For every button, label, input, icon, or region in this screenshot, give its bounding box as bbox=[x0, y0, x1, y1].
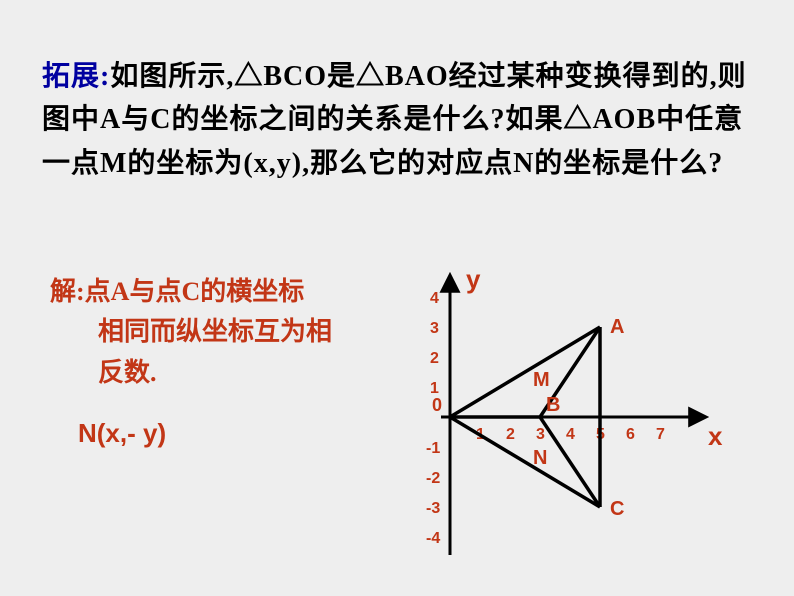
svg-text:C: C bbox=[610, 498, 624, 520]
svg-text:2: 2 bbox=[506, 426, 515, 443]
solution-line-1: 解:点A与点C的横坐标 bbox=[50, 272, 380, 312]
svg-text:M: M bbox=[533, 369, 550, 391]
problem-text: 拓展:如图所示,△BCO是△BAO经过某种变换得到的,则图中A与C的坐标之间的关… bbox=[42, 55, 754, 185]
solution-line-3: 反数. bbox=[50, 353, 380, 393]
svg-text:-3: -3 bbox=[426, 500, 440, 517]
solution-block: 解:点A与点C的横坐标 相同而纵坐标互为相 反数. N(x,- y) bbox=[50, 272, 380, 453]
svg-text:N: N bbox=[533, 447, 547, 469]
svg-text:1: 1 bbox=[430, 380, 439, 397]
svg-text:x: x bbox=[708, 421, 723, 451]
svg-text:-2: -2 bbox=[426, 470, 440, 487]
problem-body: 如图所示,△BCO是△BAO经过某种变换得到的,则图中A与C的坐标之间的关系是什… bbox=[42, 61, 747, 179]
svg-text:B: B bbox=[546, 394, 560, 416]
svg-text:4: 4 bbox=[430, 290, 439, 307]
svg-text:6: 6 bbox=[626, 426, 635, 443]
svg-text:3: 3 bbox=[430, 320, 439, 337]
svg-text:-4: -4 bbox=[426, 530, 440, 547]
coordinate-diagram: xy012345671234-1-2-3-4ABCMN bbox=[395, 252, 775, 582]
problem-tag: 拓展: bbox=[42, 61, 110, 92]
svg-text:y: y bbox=[466, 264, 481, 294]
solution-answer: N(x,- y) bbox=[50, 413, 380, 453]
svg-text:4: 4 bbox=[566, 426, 575, 443]
svg-text:-1: -1 bbox=[426, 440, 440, 457]
svg-text:A: A bbox=[610, 316, 624, 338]
svg-text:7: 7 bbox=[656, 426, 665, 443]
svg-text:3: 3 bbox=[536, 426, 545, 443]
svg-text:0: 0 bbox=[432, 395, 442, 415]
solution-line-2: 相同而纵坐标互为相 bbox=[50, 312, 380, 352]
svg-text:2: 2 bbox=[430, 350, 439, 367]
